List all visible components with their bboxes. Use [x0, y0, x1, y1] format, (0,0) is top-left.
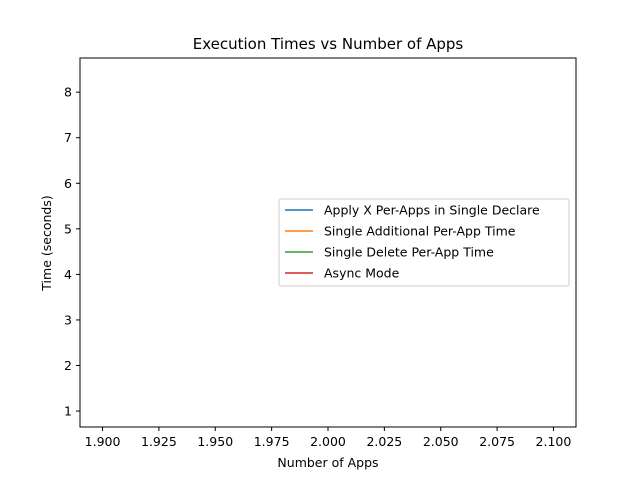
- legend-entry-label: Async Mode: [324, 266, 400, 281]
- legend: Apply X Per-Apps in Single Declare Single…: [278, 198, 570, 287]
- legend-box: [278, 198, 570, 287]
- y-tick-label: 3: [64, 312, 72, 327]
- y-tick-label: 1: [64, 404, 72, 419]
- legend-entry-label: Apply X Per-Apps in Single Declare: [324, 203, 540, 218]
- y-tick-label: 5: [64, 221, 72, 236]
- y-tick-label: 7: [64, 130, 72, 145]
- x-tick-label: 1.925: [141, 434, 177, 449]
- x-tick-label: 2.050: [423, 434, 459, 449]
- x-tick-label: 1.950: [197, 434, 233, 449]
- y-tick-label: 4: [64, 267, 72, 282]
- x-tick-label: 2.025: [366, 434, 402, 449]
- x-axis-ticks: 1.900 1.925 1.950 1.975 2.000 2.025 2.050 2.075…: [85, 427, 572, 449]
- x-tick-label: 2.100: [536, 434, 572, 449]
- x-tick-label: 2.075: [479, 434, 515, 449]
- x-axis-label: Number of Apps: [277, 455, 378, 470]
- x-tick-label: 1.975: [254, 434, 290, 449]
- legend-entry-label: Single Delete Per-App Time: [324, 245, 494, 260]
- y-axis-ticks: 1 2 3 4 5 6 7 8: [64, 85, 80, 419]
- y-tick-label: 6: [64, 176, 72, 191]
- x-tick-label: 2.000: [310, 434, 346, 449]
- plot-area-frame: [79, 57, 577, 428]
- legend-entry-label: Single Additional Per-App Time: [324, 224, 516, 239]
- x-tick-label: 1.900: [85, 434, 121, 449]
- y-tick-label: 8: [64, 85, 72, 100]
- chart-title: Execution Times vs Number of Apps: [193, 35, 464, 53]
- y-tick-label: 2: [64, 358, 72, 373]
- y-axis-label: Time (seconds): [39, 195, 54, 291]
